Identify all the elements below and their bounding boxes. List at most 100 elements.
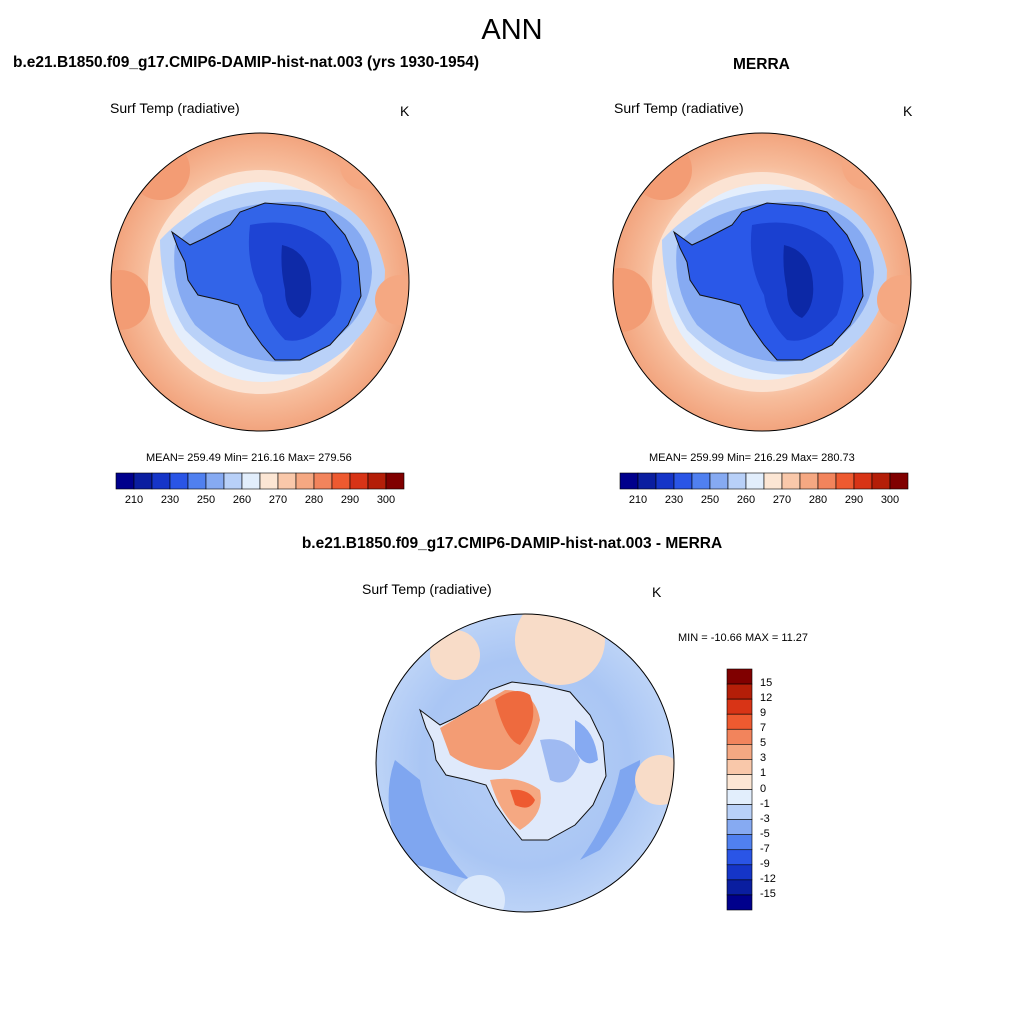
panel-2-variable: Surf Temp (radiative)	[614, 100, 744, 116]
panel-1-map	[111, 133, 409, 431]
colorbar-2-swatch	[727, 472, 747, 490]
panel-2-stats: MEAN= 259.99 Min= 216.29 Max= 280.73	[649, 452, 855, 464]
colorbar-1-tick-label: 270	[268, 494, 288, 506]
colorbar-3-swatch	[726, 879, 753, 896]
colorbar-3-tick-label: 7	[760, 722, 767, 735]
colorbar-2-swatch	[799, 472, 819, 490]
colorbar-2	[619, 472, 909, 490]
colorbar-1-swatch	[133, 472, 153, 490]
colorbar-3-tick-label: 0	[760, 782, 767, 795]
colorbar-3-tick-label: 5	[760, 737, 767, 750]
colorbar-1	[115, 472, 405, 490]
colorbar-1-swatch	[187, 472, 207, 490]
colorbar-1-tick-label: 230	[160, 494, 180, 506]
colorbar-3-tick-label: 15	[760, 677, 773, 690]
colorbar-3-swatch	[726, 713, 753, 730]
panel-1-units: K	[400, 103, 410, 119]
colorbar-1-swatch	[385, 472, 405, 490]
colorbar-3-tick-label: -1	[760, 797, 770, 810]
panel-3-map	[376, 614, 674, 912]
colorbar-2-tick-label: 280	[808, 494, 828, 506]
colorbar-3-swatch	[726, 698, 753, 715]
colorbar-3-swatch	[726, 759, 753, 775]
colorbar-2-swatch	[691, 472, 711, 490]
figure-title: ANN	[481, 14, 543, 46]
colorbar-3-swatch	[726, 789, 753, 805]
colorbar-3-tick-label: -5	[760, 827, 770, 840]
colorbar-3-swatch	[726, 744, 753, 760]
colorbar-3-swatch	[726, 728, 753, 745]
colorbar-3-swatch	[726, 849, 753, 866]
colorbar-3-tick-label: 3	[760, 752, 767, 765]
colorbar-2-swatch	[637, 472, 657, 490]
colorbar-3-tick-label: -7	[760, 842, 770, 855]
colorbar-2-swatch	[619, 472, 639, 490]
colorbar-1-swatch	[313, 472, 333, 490]
colorbar-2-swatch	[781, 472, 801, 490]
colorbar-3-tick-label: 1	[760, 767, 767, 780]
colorbar-2-swatch	[745, 472, 765, 490]
colorbar-2-swatch	[835, 472, 855, 490]
panel-2-map	[613, 133, 911, 431]
colorbar-2-swatch	[853, 472, 873, 490]
colorbar-1-swatch	[331, 472, 351, 490]
colorbar-2-tick-label: 290	[844, 494, 864, 506]
colorbar-1-tick-label: 290	[340, 494, 360, 506]
panel-3-title: b.e21.B1850.f09_g17.CMIP6-DAMIP-hist-nat…	[301, 535, 723, 552]
colorbar-2-swatch	[889, 472, 909, 490]
colorbar-1-swatch	[115, 472, 135, 490]
colorbar-3-tick-label: 9	[760, 707, 767, 720]
colorbar-1-swatch	[205, 472, 225, 490]
colorbar-2-swatch	[871, 472, 891, 490]
colorbar-1-tick-label: 280	[304, 494, 324, 506]
colorbar-1-swatch	[367, 472, 387, 490]
colorbar-3-tick-label: 12	[760, 692, 773, 705]
colorbar-1-swatch	[241, 472, 261, 490]
colorbar-3-tick-label: -3	[760, 812, 770, 825]
colorbar-3-swatch	[726, 894, 753, 911]
colorbar-3-tick-label: -9	[760, 857, 770, 870]
colorbar-1-tick-label: 300	[376, 494, 396, 506]
colorbar-3-swatch	[726, 683, 753, 700]
colorbar-2-tick-label: 230	[664, 494, 684, 506]
panel-3-stats: MIN = -10.66 MAX = 11.27	[678, 632, 809, 644]
colorbar-3-swatch	[726, 774, 753, 790]
colorbar-1-swatch	[295, 472, 315, 490]
colorbar-3-tick-label: -12	[760, 872, 776, 885]
panel-1-variable: Surf Temp (radiative)	[110, 100, 240, 116]
colorbar-3-swatch	[726, 668, 753, 685]
colorbar-1-tick-label: 210	[124, 494, 144, 506]
colorbar-3-tick-label: -15	[760, 887, 776, 900]
colorbar-2-tick-label: 260	[736, 494, 756, 506]
panel-3-units: K	[652, 584, 662, 600]
colorbar-1-tick-label: 250	[196, 494, 216, 506]
colorbar-2-swatch	[655, 472, 675, 490]
colorbar-1-tick-label: 260	[232, 494, 252, 506]
panel-3-variable: Surf Temp (radiative)	[362, 581, 492, 597]
colorbar-1-swatch	[151, 472, 171, 490]
colorbar-2-tick-label: 250	[700, 494, 720, 506]
colorbar-3-swatch	[726, 864, 753, 881]
colorbar-3	[726, 668, 753, 911]
colorbar-2-tick-label: 300	[880, 494, 900, 506]
colorbar-2-tick-label: 210	[628, 494, 648, 506]
colorbar-1-swatch	[169, 472, 189, 490]
panel-3-map-border	[375, 613, 675, 913]
colorbar-3-swatch	[726, 804, 753, 820]
colorbar-1-swatch	[223, 472, 243, 490]
panel-1-map-border	[110, 132, 410, 432]
colorbar-3-swatch	[726, 819, 753, 835]
panel-1-stats: MEAN= 259.49 Min= 216.16 Max= 279.56	[146, 452, 352, 464]
panel-2-map-border	[612, 132, 912, 432]
colorbar-2-swatch	[763, 472, 783, 490]
colorbar-1-swatch	[277, 472, 297, 490]
colorbar-2-swatch	[817, 472, 837, 490]
colorbar-2-swatch	[709, 472, 729, 490]
panel-2-units: K	[903, 103, 913, 119]
colorbar-1-swatch	[349, 472, 369, 490]
colorbar-3-swatch	[726, 834, 753, 851]
colorbar-2-tick-label: 270	[772, 494, 792, 506]
colorbar-1-swatch	[259, 472, 279, 490]
colorbar-2-swatch	[673, 472, 693, 490]
